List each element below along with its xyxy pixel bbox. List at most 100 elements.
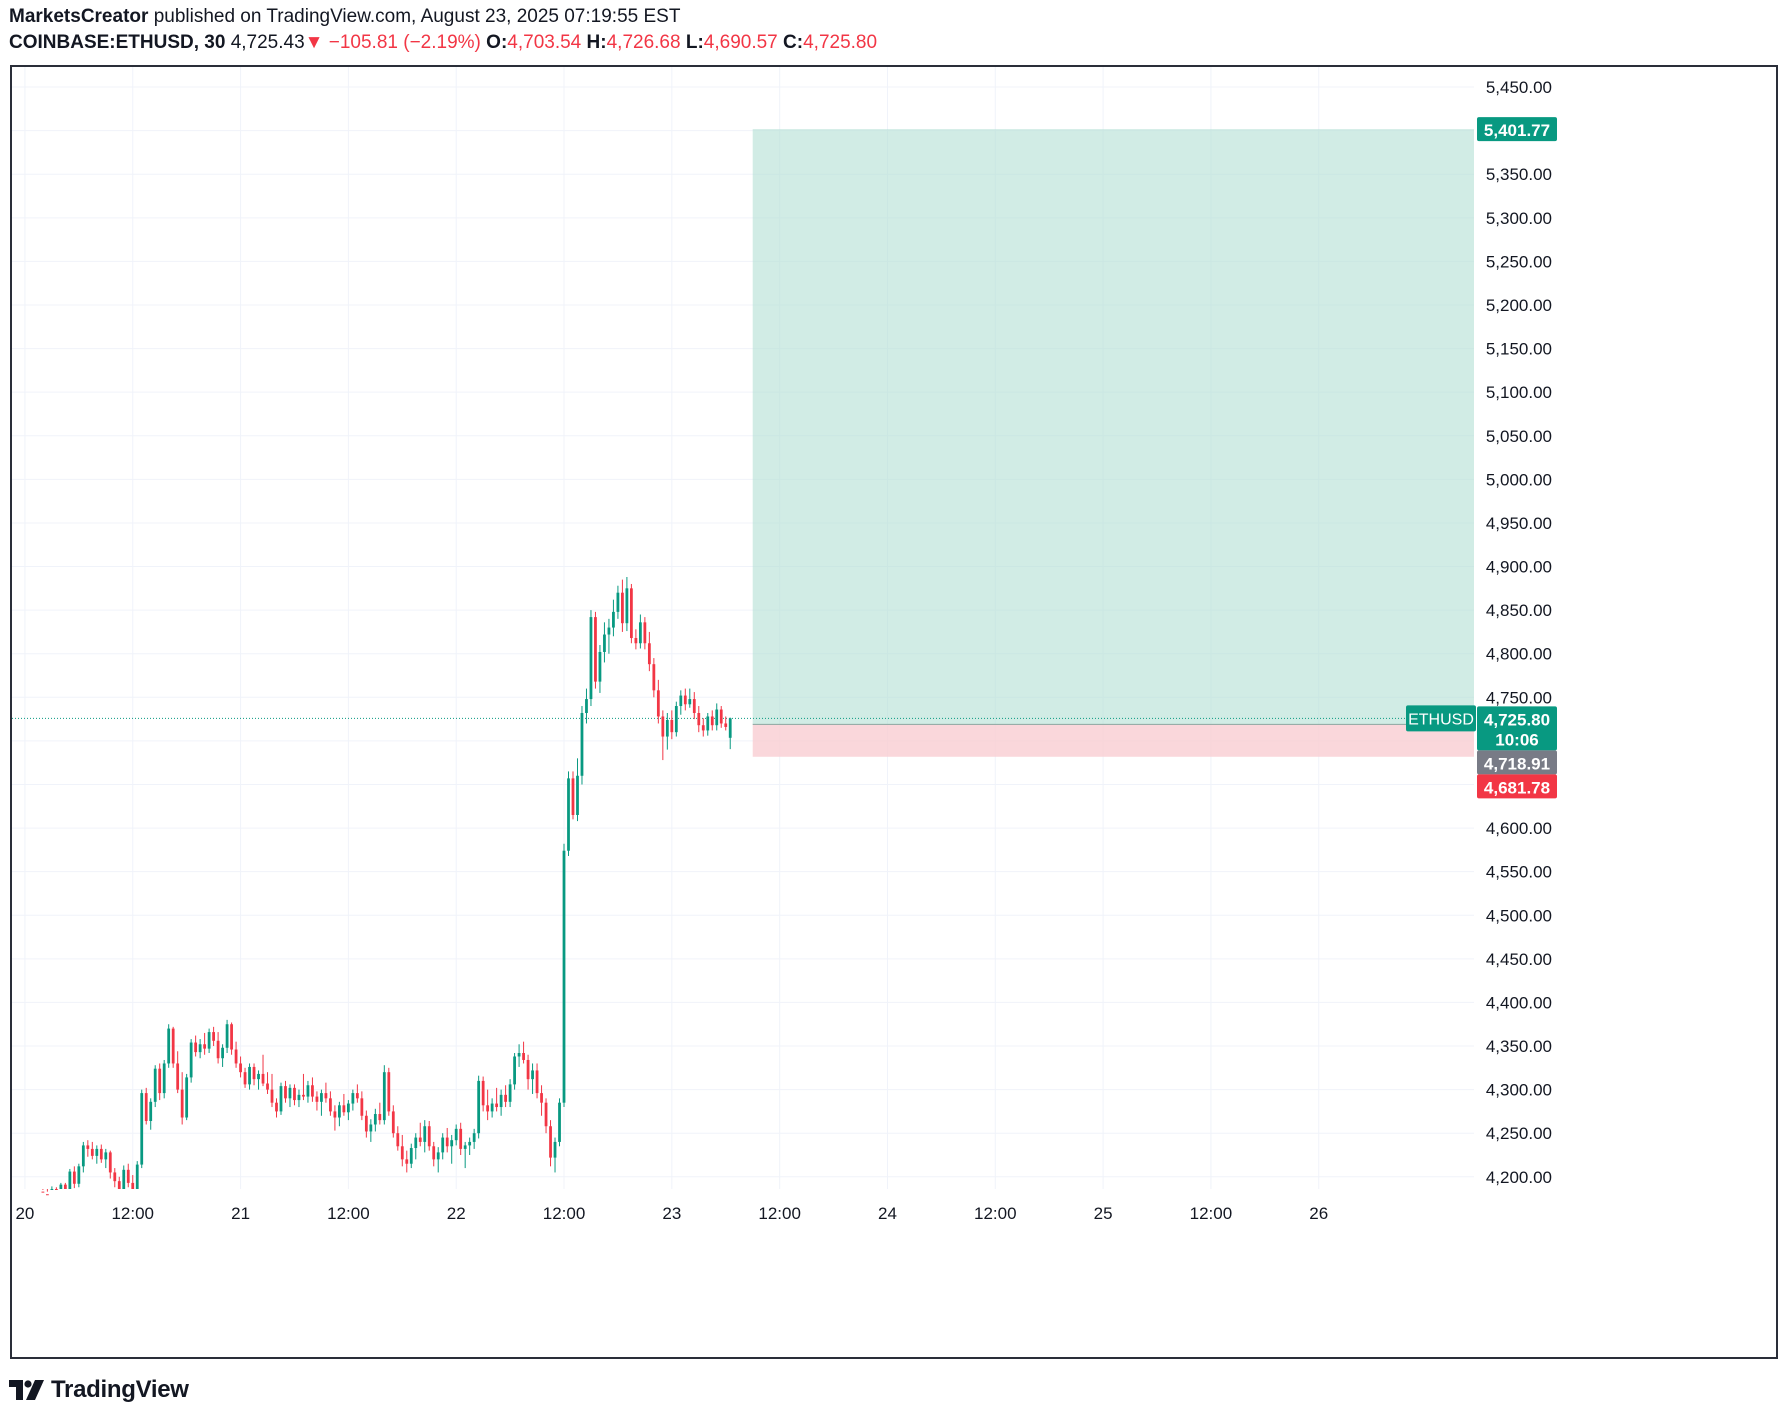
candle-body xyxy=(634,638,638,644)
candle-body xyxy=(387,1072,391,1112)
candle-body xyxy=(203,1044,207,1049)
candle-body xyxy=(477,1080,481,1134)
candle-body xyxy=(234,1049,238,1064)
candle-body xyxy=(315,1096,319,1102)
candle-body xyxy=(562,850,566,1103)
time-tick-label: 20 xyxy=(15,1204,34,1223)
candle-body xyxy=(243,1072,247,1085)
candle-body xyxy=(427,1126,431,1147)
symbol-interval[interactable]: COINBASE:ETHUSD, 30 xyxy=(9,32,226,53)
candle-body xyxy=(409,1148,413,1164)
close-value: 4,725.80 xyxy=(803,32,878,53)
candle-body xyxy=(239,1063,242,1073)
long-position-tool[interactable] xyxy=(752,129,1474,757)
candle-body xyxy=(207,1032,211,1049)
time-axis[interactable]: 20 12:00 21 12:00 22 12:00 23 12:00 24 12:00 25 12:… xyxy=(15,1204,1328,1223)
candle-body xyxy=(225,1024,229,1048)
candle-body xyxy=(189,1042,193,1078)
candle-body xyxy=(481,1080,485,1106)
price-tick-label: 5,200.00 xyxy=(1486,296,1552,315)
candle-body xyxy=(459,1128,463,1149)
candle-body xyxy=(50,1189,54,1190)
price-tick-label: 5,300.00 xyxy=(1486,209,1552,228)
price-chart[interactable]: 4,200.00 4,250.00 4,300.00 4,350.00 4,400.00… xyxy=(12,67,1776,1357)
price-tick-label: 4,600.00 xyxy=(1486,819,1552,838)
price-tick-label: 5,350.00 xyxy=(1486,165,1552,184)
candle-body xyxy=(252,1066,256,1080)
candle-body xyxy=(661,716,665,737)
candle-body xyxy=(472,1133,476,1142)
candle-body xyxy=(692,699,696,713)
candle-body xyxy=(131,1182,135,1189)
candle-body xyxy=(230,1024,233,1050)
candle-body xyxy=(306,1085,310,1097)
price-tick-label: 4,200.00 xyxy=(1486,1168,1552,1187)
candle-body xyxy=(423,1126,427,1142)
last-price: 4,725.43 xyxy=(230,32,305,53)
open-label: O: xyxy=(486,32,508,53)
candle-body xyxy=(378,1114,382,1121)
candle-body xyxy=(162,1063,166,1094)
candle-body xyxy=(490,1103,494,1112)
candle-body xyxy=(275,1102,278,1112)
candle-body xyxy=(149,1101,153,1121)
candle-body xyxy=(450,1140,454,1147)
candle-body xyxy=(333,1111,337,1118)
time-tick-label: 12:00 xyxy=(974,1204,1017,1223)
candle-body xyxy=(697,713,701,726)
candle-body xyxy=(346,1103,350,1113)
candle-body xyxy=(499,1094,503,1108)
candle-body xyxy=(167,1028,171,1064)
candle-body xyxy=(603,634,606,652)
candle-body xyxy=(535,1070,539,1094)
candle-body xyxy=(414,1137,418,1149)
candle-body xyxy=(144,1093,148,1121)
candle-body xyxy=(468,1141,472,1146)
candle-body xyxy=(126,1169,130,1183)
price-tick-label: 5,150.00 xyxy=(1486,340,1552,359)
candle-body xyxy=(665,719,669,737)
target-price-label-bg xyxy=(1477,117,1557,142)
time-tick-label: 23 xyxy=(662,1204,681,1223)
time-tick-label: 12:00 xyxy=(543,1204,586,1223)
candle-body xyxy=(544,1102,548,1127)
candle-body xyxy=(719,709,723,724)
candle-body xyxy=(158,1068,162,1094)
candle-body xyxy=(571,778,575,815)
candle-body xyxy=(526,1059,530,1080)
time-tick-label: 12:00 xyxy=(1190,1204,1233,1223)
candle-body xyxy=(122,1169,126,1189)
candle-body xyxy=(342,1105,346,1113)
candle-body xyxy=(504,1094,508,1102)
price-axis[interactable]: 4,200.00 4,250.00 4,300.00 4,350.00 4,400.00… xyxy=(1486,78,1552,1187)
candle-body xyxy=(418,1137,422,1142)
candle-body xyxy=(382,1072,386,1121)
candle-body xyxy=(463,1145,467,1149)
candle-body xyxy=(616,592,620,612)
author-name[interactable]: MarketsCreator xyxy=(9,6,149,27)
price-tick-label: 4,950.00 xyxy=(1486,514,1552,533)
tradingview-logo[interactable]: TradingView xyxy=(9,1375,189,1405)
candle-body xyxy=(567,778,570,851)
candle-body xyxy=(198,1044,202,1053)
current-price-label-bg xyxy=(1477,706,1557,751)
candle-body xyxy=(72,1171,76,1184)
close-label: C: xyxy=(783,32,804,53)
candle-body xyxy=(257,1073,260,1080)
candle-body xyxy=(391,1111,395,1134)
candle-body xyxy=(405,1159,409,1164)
candle-body xyxy=(679,695,683,707)
candle-body xyxy=(576,775,579,815)
price-tick-label: 4,300.00 xyxy=(1486,1081,1552,1100)
open-value: 4,703.54 xyxy=(507,32,582,53)
candle-body xyxy=(180,1089,184,1118)
time-tick-label: 21 xyxy=(231,1204,250,1223)
candle-body xyxy=(643,622,647,644)
candle-body xyxy=(41,1191,45,1193)
candle-body xyxy=(621,592,624,624)
high-value: 4,726.68 xyxy=(606,32,681,53)
chart-frame[interactable]: 4,200.00 4,250.00 4,300.00 4,350.00 4,400.00… xyxy=(10,65,1778,1359)
candle-body xyxy=(54,1189,58,1190)
price-tick-label: 5,000.00 xyxy=(1486,470,1552,489)
